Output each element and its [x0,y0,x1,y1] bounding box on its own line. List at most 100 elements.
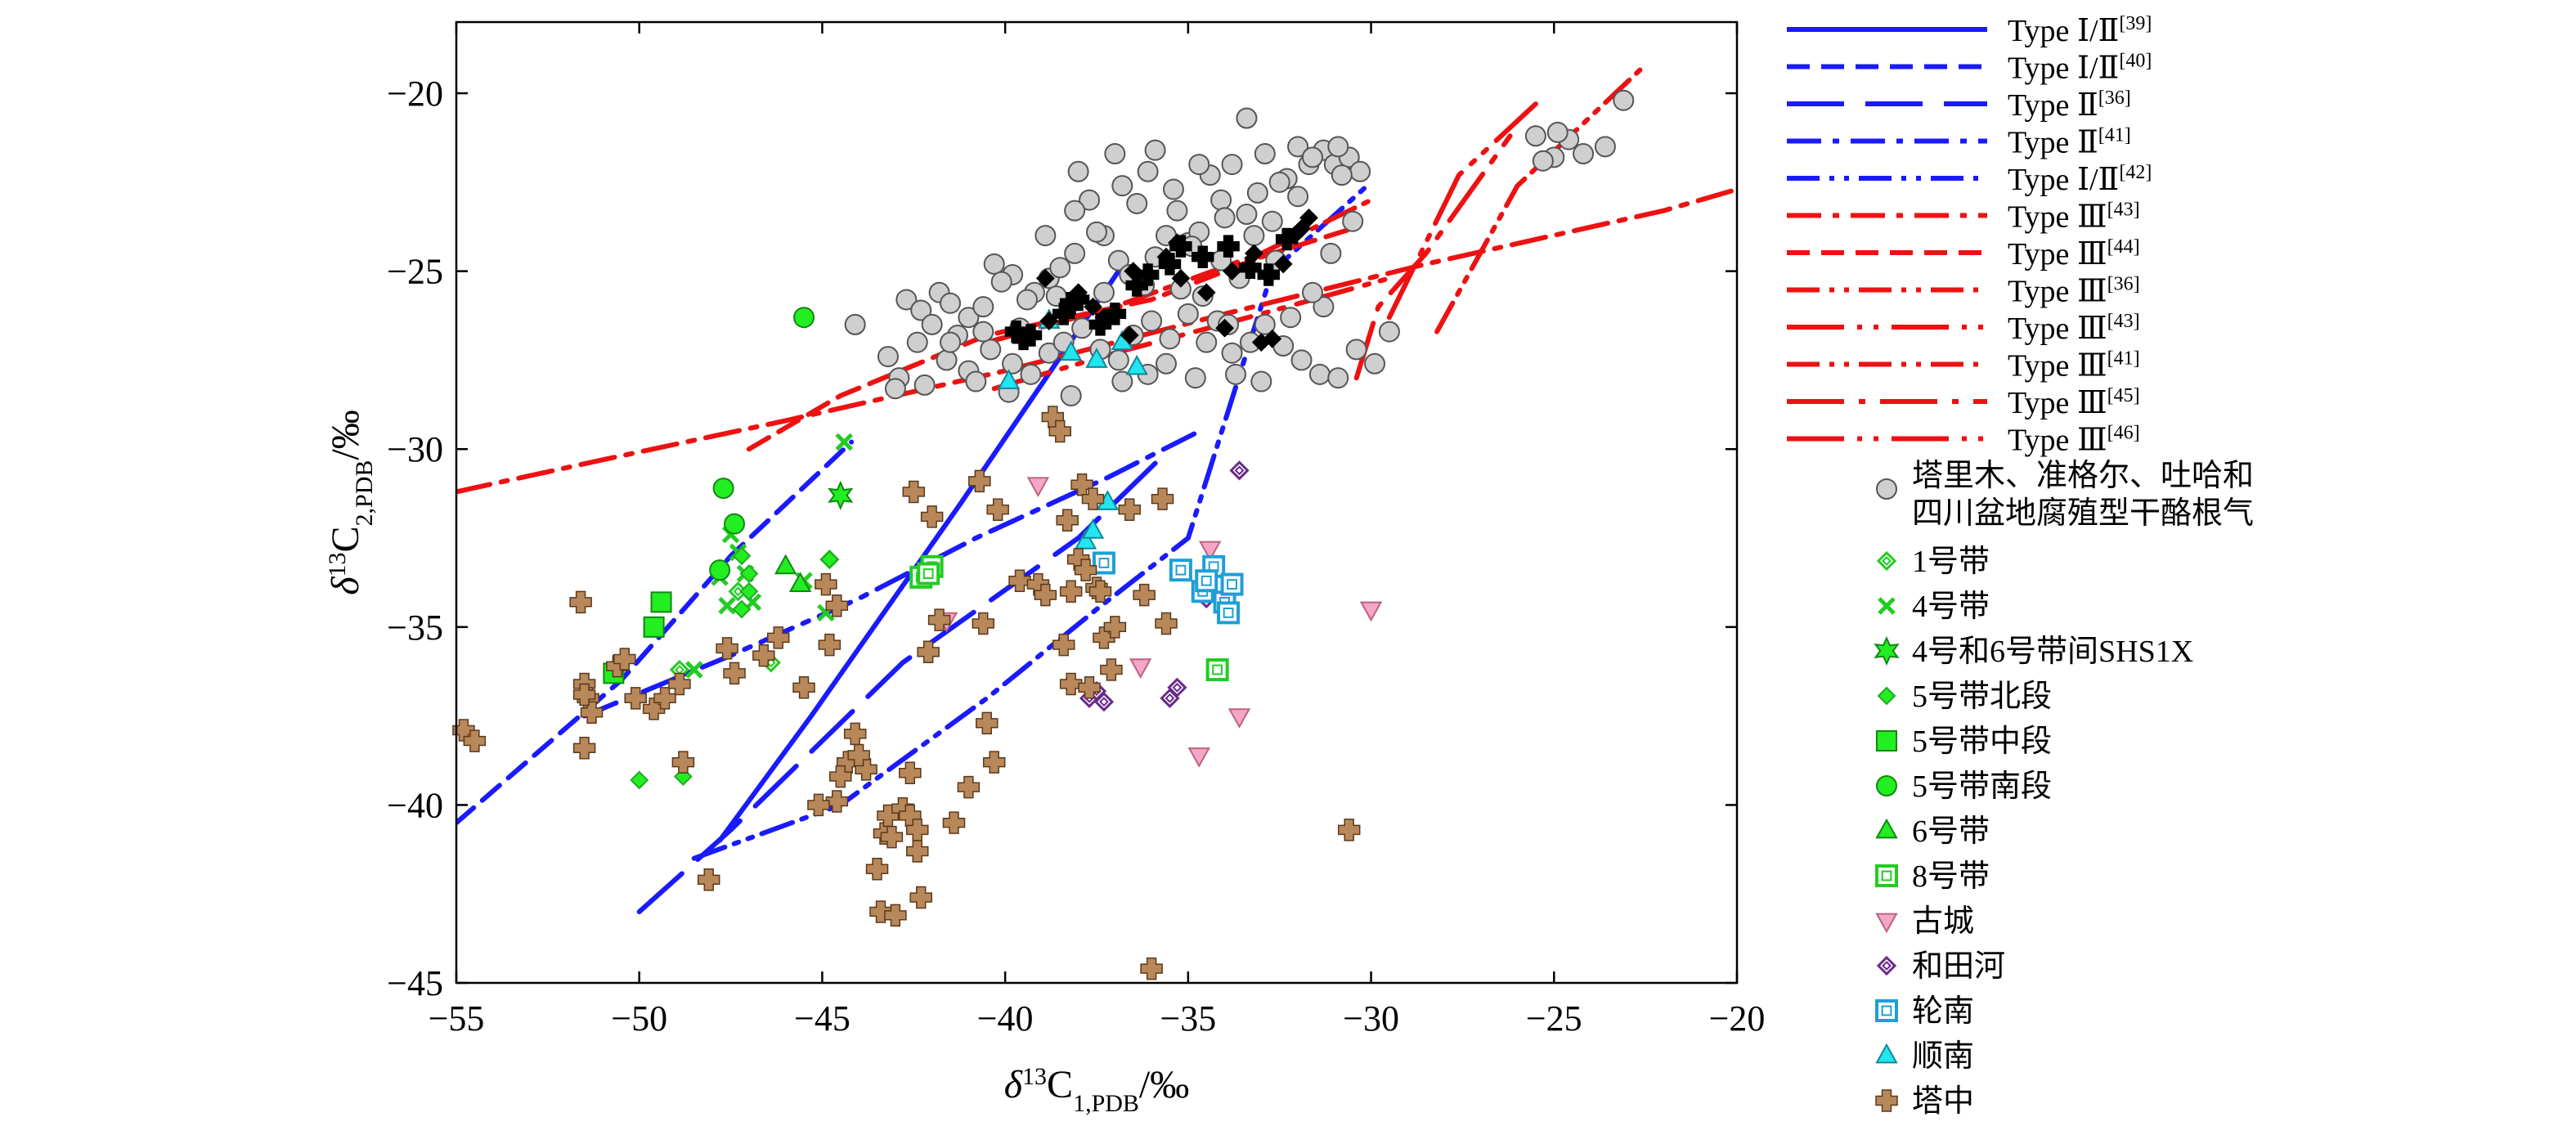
legend-line-label: Type Ⅲ[43] [2008,311,2140,346]
data-point-1-94 [1320,242,1342,264]
data-point-1-6 [958,307,980,329]
series-line-11 [1353,133,1513,381]
data-point-1-60 [1308,363,1331,385]
data-point-14-48 [986,498,1009,521]
data-point-15-8 [1223,262,1241,281]
data-point-1-50 [1141,310,1163,332]
legend: Type Ⅰ/Ⅱ[39]Type Ⅰ/Ⅱ[40]Type Ⅱ[36]Type Ⅱ… [1787,13,2254,1119]
x-tick-label: −30 [1343,998,1399,1039]
data-point-1-13 [1064,242,1086,264]
data-point-7-4 [709,559,731,581]
data-point-14-56 [1059,580,1083,603]
data-point-14-39 [909,886,932,909]
y-axis-label: δ13C2,PDB/‰ [324,410,378,595]
data-point-14-29 [865,857,889,881]
data-point-1-25 [1210,189,1232,211]
data-point-3-8 [835,433,854,451]
legend-marker [1876,775,1897,796]
legend-marker [1874,635,1900,666]
data-point-14-20 [818,633,841,657]
data-point-14-3 [569,590,592,614]
y-tick-label: −30 [387,429,443,469]
data-point-1-67 [1342,210,1364,232]
data-point-14-34 [884,904,907,927]
legend-label: 四川盆地腐殖型干酪根气 [1912,496,2254,531]
legend-line-label: Type Ⅰ/Ⅱ[39] [2008,13,2152,48]
data-point-6-1 [650,591,672,613]
data-point-10-6 [1187,747,1210,768]
data-point-14-71 [1337,819,1361,841]
data-point-1-12 [1049,257,1071,279]
data-point-15-6 [1171,268,1191,288]
data-point-16-12 [1217,235,1240,258]
data-point-14-25 [807,793,830,817]
data-point-5-3 [739,564,759,583]
data-point-16-5 [1088,313,1112,336]
data-point-13-6 [1125,354,1148,375]
data-point-1-115 [1093,281,1115,303]
data-point-14-44 [957,775,981,799]
legend-marker [1876,730,1897,751]
data-point-13-7 [1074,529,1097,550]
data-point-14-41 [917,640,940,664]
data-point-14-11 [642,698,666,720]
data-point-1-79 [1016,289,1038,311]
data-point-1-121 [884,378,906,400]
data-point-1-21 [1166,200,1188,222]
data-point-1-74 [1137,160,1159,182]
legend-marker [1875,1089,1898,1112]
data-point-10-7 [1359,601,1383,622]
legend-label: 顺南 [1912,1039,1974,1074]
data-point-14-19 [792,676,815,699]
data-point-1-68 [1313,296,1335,318]
data-point-14-23 [829,765,852,788]
data-point-14-49 [968,469,991,493]
data-point-7-1 [793,307,815,329]
data-point-14-17 [752,644,775,667]
data-point-1-27 [1236,204,1258,225]
data-point-14-64 [1093,626,1115,649]
data-point-1-98 [1104,143,1126,165]
data-point-14-77 [572,683,596,707]
data-point-1-1 [844,313,866,335]
legend-line-label: Type Ⅲ[45] [2008,385,2140,420]
data-point-15-14 [1263,329,1282,348]
legend-label: 古城 [1912,904,1974,939]
y-tick-label: −25 [387,252,443,292]
data-point-5-4 [732,546,752,566]
data-point-14-24 [825,790,849,813]
y-tick-label: −45 [387,963,443,1003]
legend-label: 8号带 [1912,859,1990,894]
data-point-1-84 [965,370,987,393]
data-point-1-5 [940,292,962,314]
data-point-1-110 [1301,146,1323,168]
data-point-14-15 [716,637,738,660]
data-point-1-26 [1221,154,1243,176]
legend-label: 轮南 [1912,994,1974,1029]
data-point-3-5 [718,596,736,615]
data-point-1-48 [1107,349,1129,371]
data-point-1-8 [983,253,1005,275]
data-point-1-87 [1111,370,1133,393]
data-point-14-73 [920,505,944,528]
data-point-10-4 [1199,541,1222,562]
data-point-1-39 [936,349,958,371]
axes-layer: −55 −50 −45 −40 −35 −30 −25 −20 −45 −40 −35 −30 −25 −… [387,22,1765,1039]
data-point-8-1 [774,554,797,575]
data-point-14-27 [847,743,870,767]
data-point-1-120 [906,331,928,353]
data-point-8-2 [788,572,812,592]
legend-marker [1875,999,1898,1022]
data-point-1-108 [1254,143,1276,165]
data-point-15-12 [1299,208,1318,227]
plot-frame [455,20,1739,985]
data-point-1-16 [1107,249,1129,271]
legend-label: 塔里木、准格尔、吐哈和 [1912,459,2254,493]
data-point-15-1 [1035,268,1055,288]
data-point-14-66 [1118,498,1142,521]
data-point-16-9 [1158,253,1182,276]
data-point-1-42 [1002,352,1024,375]
data-point-1-38 [913,374,936,396]
legend-line-label: Type Ⅲ[36] [2008,274,2140,309]
